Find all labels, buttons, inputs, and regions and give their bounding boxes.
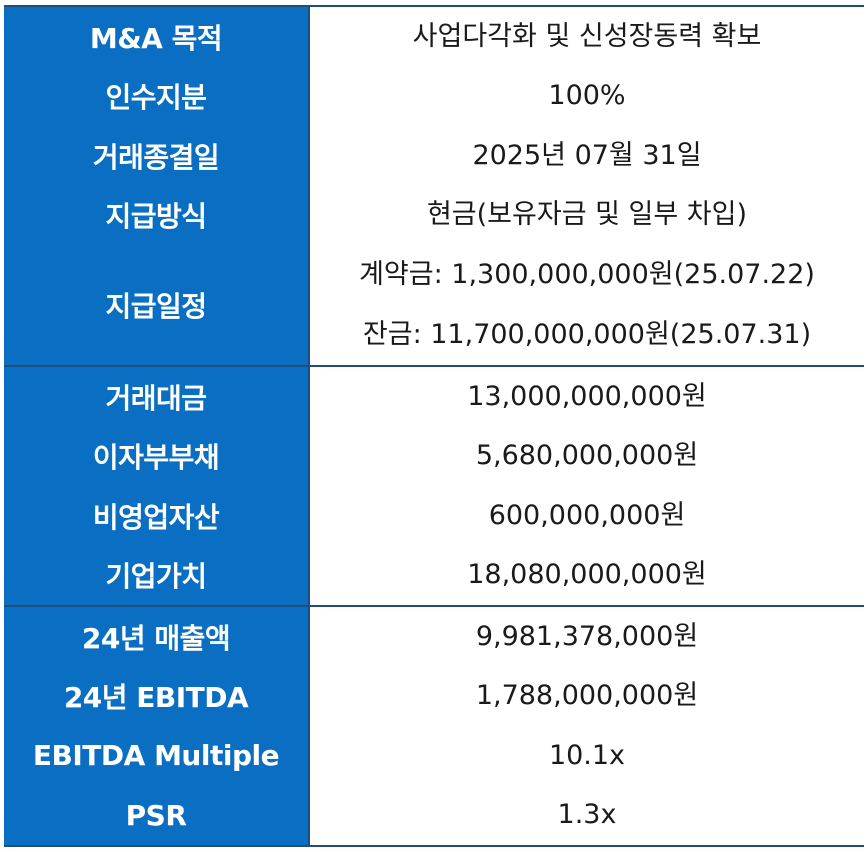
row-value: 현금(보유자금 및 일부 차입) [308,185,864,245]
row-value: 600,000,000원 [308,486,864,546]
value-text: 10.1x [548,739,626,771]
table-row: PSR 1.3x [4,785,864,845]
row-label: PSR [4,785,308,845]
valuation-group: 거래대금 13,000,000,000원 이자부부채 5,680,000,000… [4,367,864,607]
value-text: 2025년 07월 31일 [472,139,702,171]
table-row: 기업가치 18,080,000,000원 [4,545,864,605]
multiples-group: 24년 매출액 9,981,378,000원 24년 EBITDA 1,788,… [4,607,864,847]
table-row: 거래대금 13,000,000,000원 [4,367,864,427]
row-value: 계약금: 1,300,000,000원(25.07.22) 잔금: 11,700… [308,245,864,365]
row-label: EBITDA Multiple [4,726,308,786]
table-row: 인수지분 100% [4,66,864,126]
value-text: 13,000,000,000원 [467,380,707,412]
table-row: 지급일정 계약금: 1,300,000,000원(25.07.22) 잔금: 1… [4,245,864,365]
row-value: 5,680,000,000원 [308,426,864,486]
row-label: M&A 목적 [4,7,308,67]
row-value: 13,000,000,000원 [308,367,864,427]
table-row: 24년 매출액 9,981,378,000원 [4,607,864,667]
row-value: 2025년 07월 31일 [308,126,864,186]
row-value: 100% [308,66,864,126]
row-label: 24년 EBITDA [4,666,308,726]
row-label: 지급일정 [4,245,308,365]
table-row: 비영업자산 600,000,000원 [4,486,864,546]
table-row: 24년 EBITDA 1,788,000,000원 [4,666,864,726]
value-text: 사업다각화 및 신성장동력 확보 [412,20,762,52]
table-row: 지급방식 현금(보유자금 및 일부 차입) [4,185,864,245]
value-text: 18,080,000,000원 [467,559,707,591]
row-value: 1.3x [308,785,864,845]
value-text: 5,680,000,000원 [475,440,699,472]
row-label: 거래종결일 [4,126,308,186]
row-label: 인수지분 [4,66,308,126]
row-value: 사업다각화 및 신성장동력 확보 [308,7,864,67]
table-row: EBITDA Multiple 10.1x [4,726,864,786]
row-label: 비영업자산 [4,486,308,546]
row-label: 이자부부채 [4,426,308,486]
table-row: 거래종결일 2025년 07월 31일 [4,126,864,186]
row-label: 24년 매출액 [4,607,308,667]
value-text: 600,000,000원 [488,499,686,531]
table-row: 이자부부채 5,680,000,000원 [4,426,864,486]
row-label: 거래대금 [4,367,308,427]
value-text: 9,981,378,000원 [475,620,699,652]
table-row: M&A 목적 사업다각화 및 신성장동력 확보 [4,7,864,67]
row-value: 10.1x [308,726,864,786]
value-text: 1.3x [557,799,617,831]
row-label: 지급방식 [4,185,308,245]
row-label: 기업가치 [4,545,308,605]
value-text: 현금(보유자금 및 일부 차입) [426,199,748,231]
value-text: 잔금: 11,700,000,000원(25.07.31) [362,319,812,350]
ma-summary-table: M&A 목적 사업다각화 및 신성장동력 확보 인수지분 100% 거래종결일 … [4,5,864,847]
row-value: 1,788,000,000원 [308,666,864,726]
value-text: 100% [548,80,626,112]
row-value: 18,080,000,000원 [308,545,864,605]
value-text: 계약금: 1,300,000,000원(25.07.22) [359,259,815,290]
value-text: 1,788,000,000원 [475,680,699,712]
deal-overview-group: M&A 목적 사업다각화 및 신성장동력 확보 인수지분 100% 거래종결일 … [4,5,864,367]
row-value: 9,981,378,000원 [308,607,864,667]
